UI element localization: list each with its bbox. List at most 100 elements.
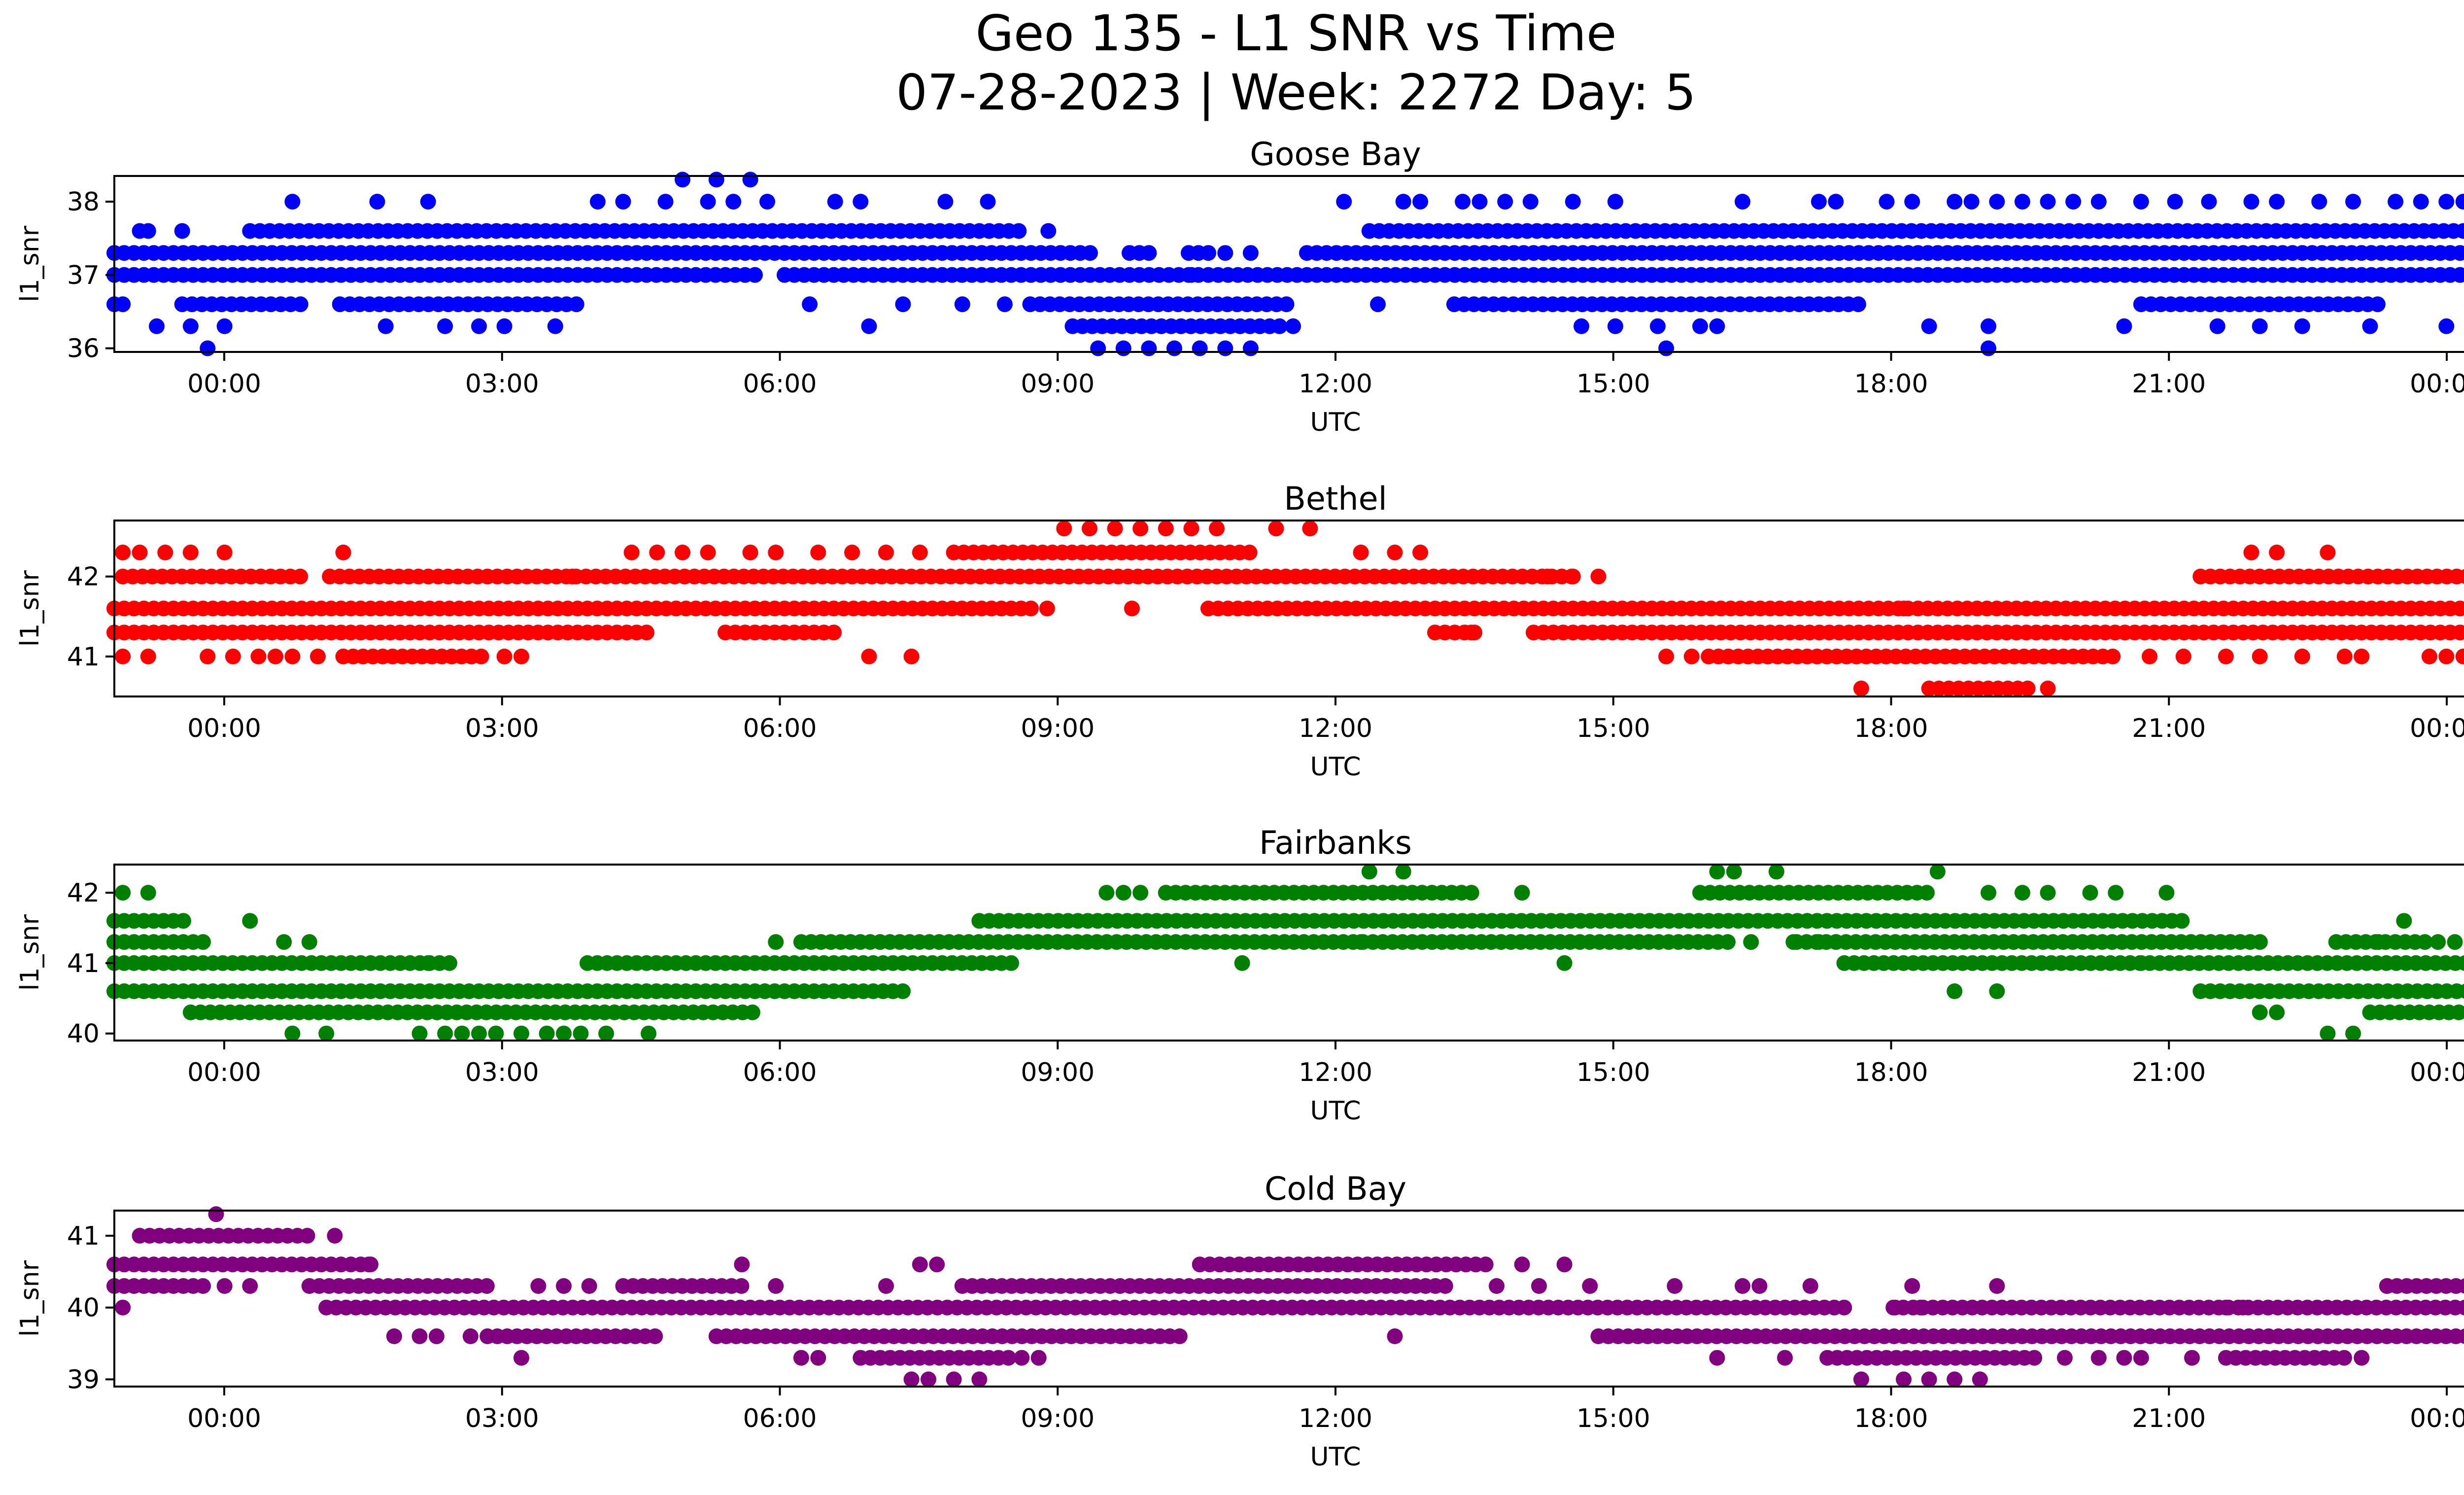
- data-point: [216, 544, 233, 560]
- data-point: [1387, 1328, 1403, 1344]
- data-point: [2014, 885, 2030, 901]
- scatter-series: [106, 864, 2464, 1042]
- x-tick-label: 18:00: [1854, 1058, 1928, 1087]
- x-tick-label: 00:00: [2410, 714, 2464, 743]
- data-point: [471, 1025, 487, 1042]
- x-tick-label: 06:00: [743, 369, 817, 399]
- data-point: [912, 1256, 928, 1273]
- data-point: [1132, 885, 1149, 901]
- data-point: [2362, 318, 2378, 334]
- x-tick-label: 21:00: [2132, 369, 2206, 399]
- subplot-title: Goose Bay: [1250, 136, 1421, 173]
- data-point: [1412, 194, 1429, 210]
- data-point: [2243, 544, 2259, 560]
- data-point: [513, 1350, 529, 1366]
- data-point: [2462, 247, 2464, 258]
- data-point: [1556, 955, 1573, 971]
- data-point: [1981, 885, 1996, 901]
- data-point: [641, 1025, 657, 1042]
- data-point: [1989, 194, 2005, 210]
- y-tick-label: 39: [67, 1365, 100, 1394]
- data-point: [182, 544, 199, 560]
- data-point: [2269, 544, 2285, 560]
- figure-title-line1: Geo 135 - L1 SNR vs Time: [976, 4, 1617, 62]
- data-point: [2252, 648, 2268, 664]
- data-point: [1030, 1350, 1047, 1366]
- data-point: [2065, 194, 2082, 210]
- data-point: [225, 648, 241, 664]
- data-point: [1947, 194, 1963, 210]
- data-point: [568, 296, 584, 313]
- y-tick-label: 41: [67, 949, 100, 978]
- data-point: [1853, 1371, 1869, 1388]
- x-tick-label: 09:00: [1021, 1058, 1095, 1087]
- data-point: [377, 318, 394, 334]
- data-point: [2455, 194, 2464, 210]
- data-point: [2019, 680, 2036, 696]
- data-point: [895, 983, 911, 999]
- data-point: [242, 1278, 258, 1294]
- x-tick-label: 18:00: [1854, 369, 1928, 399]
- data-point: [615, 194, 631, 210]
- y-tick-label: 38: [67, 187, 100, 217]
- data-point: [1947, 983, 1963, 999]
- data-point: [903, 1371, 920, 1388]
- data-point: [810, 544, 826, 560]
- data-point: [1278, 296, 1295, 313]
- data-point: [2252, 318, 2268, 334]
- data-point: [1709, 318, 1725, 334]
- data-point: [292, 568, 308, 585]
- data-point: [1904, 194, 1920, 210]
- data-point: [1014, 1350, 1030, 1366]
- data-point: [1489, 1278, 1505, 1294]
- data-point: [2345, 1025, 2361, 1042]
- data-point: [1463, 885, 1479, 901]
- axes-frame: [113, 1210, 2464, 1388]
- x-tick-label: 03:00: [465, 1058, 539, 1087]
- data-point: [1802, 1278, 1818, 1294]
- x-tick-label: 18:00: [1854, 1404, 1928, 1433]
- data-point: [327, 1228, 343, 1244]
- data-point: [437, 318, 453, 334]
- data-point: [649, 544, 665, 560]
- data-point: [2082, 885, 2098, 901]
- data-point: [2252, 934, 2268, 950]
- data-point: [547, 318, 563, 334]
- data-point: [1361, 864, 1377, 880]
- data-point: [2026, 1350, 2043, 1366]
- data-point: [1896, 600, 1912, 617]
- data-point: [1395, 194, 1411, 210]
- data-point: [1132, 521, 1149, 537]
- data-point: [1692, 318, 1708, 334]
- x-tick-label: 21:00: [2132, 1058, 2206, 1087]
- subplot: Fairbanks 00:00 03:00 06:00 09:00 12:00 15:00 1…: [15, 825, 2464, 1126]
- data-point: [1242, 245, 1259, 261]
- data-point: [556, 1025, 572, 1042]
- data-point: [2294, 318, 2310, 334]
- data-point: [1667, 1278, 1683, 1294]
- data-point: [208, 1206, 224, 1222]
- subplot-panels: Goose Bay 00:00 03:00 06:00 09:00 12:00 15:00 1…: [15, 136, 2464, 1472]
- data-point: [878, 544, 894, 560]
- data-point: [174, 223, 190, 239]
- data-point: [1395, 864, 1411, 880]
- data-point: [1649, 318, 1666, 334]
- data-point: [2336, 648, 2353, 664]
- data-point: [1921, 1371, 1937, 1388]
- data-point: [556, 1278, 572, 1294]
- data-point: [1477, 1256, 1494, 1273]
- data-point: [369, 194, 385, 210]
- data-point: [1709, 864, 1725, 880]
- data-point: [1171, 1328, 1188, 1344]
- data-point: [1853, 680, 1869, 696]
- data-point: [1751, 1278, 1768, 1294]
- x-tick-label: 06:00: [743, 1058, 817, 1087]
- data-point: [1989, 1278, 2005, 1294]
- data-point: [2459, 569, 2464, 584]
- data-point: [299, 1228, 315, 1244]
- data-point: [1183, 267, 1199, 283]
- data-point: [980, 194, 996, 210]
- data-point: [2370, 934, 2387, 950]
- data-point: [1556, 1256, 1573, 1273]
- x-tick-label: 12:00: [1299, 1058, 1372, 1087]
